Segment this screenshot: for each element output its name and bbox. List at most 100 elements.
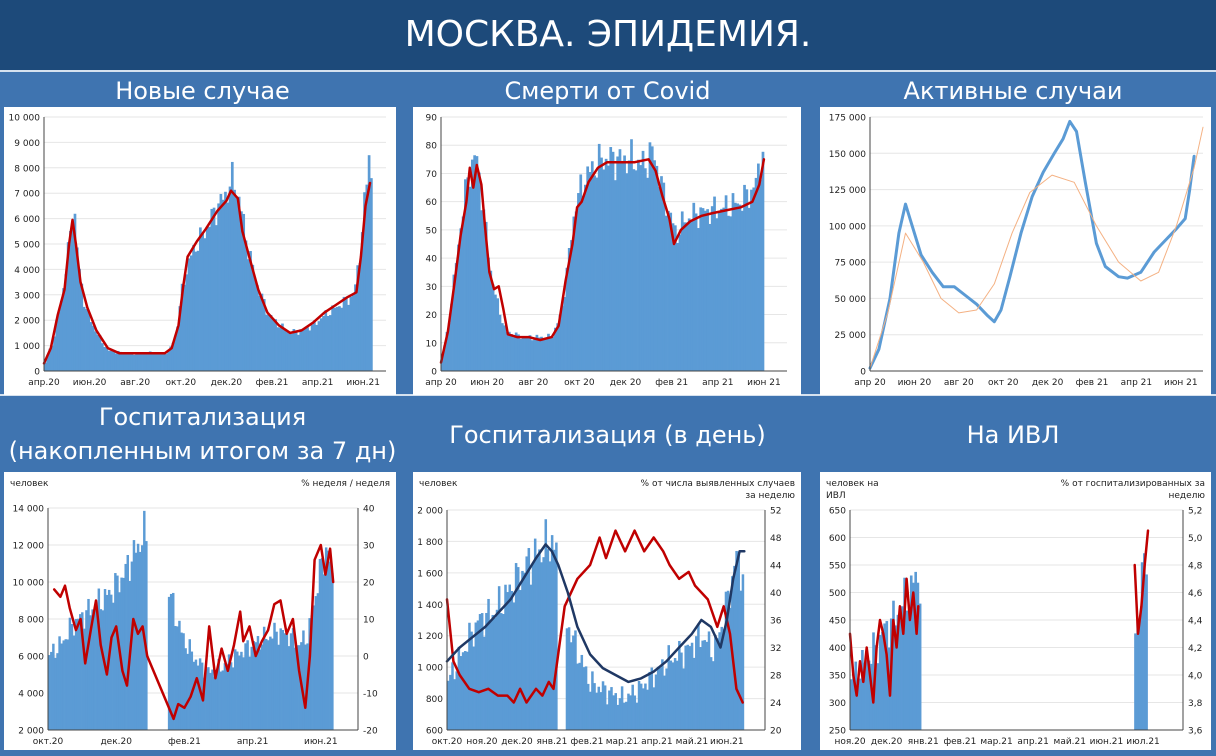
bar <box>494 294 497 371</box>
bar <box>267 314 271 371</box>
chart-ventilator: 250 300 350 400 450 500 550 600 650 3,6 3,8 4,0 4,2 4… <box>826 479 1205 747</box>
bar <box>139 353 143 371</box>
bar <box>502 614 505 730</box>
bar <box>136 543 140 730</box>
bar <box>560 305 564 371</box>
x-tick-label: фев.21 <box>943 737 976 747</box>
bar <box>546 549 550 730</box>
bar <box>669 660 673 730</box>
bar <box>514 332 518 371</box>
y-tick-label: 175 000 <box>829 114 866 124</box>
bar <box>304 644 307 730</box>
bar <box>244 643 247 730</box>
bar <box>451 662 454 730</box>
bar <box>914 571 917 730</box>
bar <box>461 216 465 371</box>
bar <box>597 143 601 371</box>
bar <box>637 159 640 371</box>
bar <box>271 638 274 730</box>
bar <box>365 184 369 371</box>
bar <box>869 663 873 730</box>
chart-panel-hospitalization-daily: 600 800 1 000 1 200 1 400 1 600 1 800 2 000 20 24… <box>413 472 801 750</box>
bar <box>625 701 628 730</box>
bar <box>475 156 479 371</box>
bar <box>542 557 545 730</box>
bar <box>480 613 484 730</box>
bar <box>277 644 280 730</box>
bar <box>62 288 65 371</box>
y-axis-label: человек на <box>826 479 879 489</box>
bar <box>632 169 636 371</box>
x-tick-label: окт 20 <box>988 378 1019 388</box>
bar <box>105 594 109 730</box>
bar <box>285 331 289 371</box>
bar <box>276 327 280 371</box>
bar <box>703 210 707 371</box>
bar <box>306 327 309 371</box>
y2-tick-label: 30 <box>363 542 375 552</box>
chart-hospitalization-7d: 2 000 4 000 6 000 8 000 10 000 12 000 14 000 -2… <box>10 479 390 747</box>
bar <box>582 667 586 730</box>
bar <box>55 319 59 371</box>
chart-panel-active-cases: 0 25 000 50 000 75 000 100 000 125 000 150 000… <box>820 107 1211 395</box>
bar <box>169 593 173 730</box>
chart-panel-ventilator: 250 300 350 400 450 500 550 600 650 3,6 3,8 4,0 4,2 4… <box>820 472 1211 750</box>
bar <box>717 212 721 371</box>
bar <box>852 674 855 730</box>
bar <box>176 626 179 730</box>
x-tick-label: янв.21 <box>908 737 939 747</box>
bar <box>498 314 502 371</box>
y-tick-label: 12 000 <box>13 542 45 552</box>
bar <box>112 602 115 730</box>
bar <box>126 353 129 371</box>
bar <box>93 610 96 730</box>
bar <box>595 177 599 371</box>
bar <box>340 307 344 371</box>
bar <box>293 647 297 730</box>
bar <box>167 596 171 730</box>
bar <box>497 586 501 730</box>
series-line <box>869 126 1204 369</box>
y-tick-label: 100 000 <box>829 222 866 232</box>
bar <box>584 666 588 730</box>
bar <box>553 549 556 730</box>
bar <box>625 173 629 371</box>
bar <box>697 228 700 371</box>
bar <box>151 353 154 371</box>
bar <box>250 646 253 730</box>
y-tick-label: 5 000 <box>14 241 40 251</box>
bar <box>506 592 509 730</box>
bar <box>303 328 307 371</box>
bar <box>659 667 662 730</box>
bar <box>620 160 624 371</box>
bar <box>91 609 94 730</box>
bar <box>491 614 495 730</box>
bar <box>743 184 746 371</box>
bar <box>219 194 223 371</box>
bar <box>703 640 707 730</box>
bar <box>728 607 732 730</box>
bar <box>567 248 571 371</box>
bar <box>611 151 615 371</box>
bar <box>449 674 452 730</box>
bar <box>708 223 712 371</box>
bar <box>148 351 152 371</box>
bar <box>50 345 54 371</box>
bar <box>252 641 256 730</box>
chart-panel-new-cases: 0 1 000 2 000 3 000 4 000 5 000 6 000 7 000 8 00… <box>4 107 396 395</box>
y-tick-label: 90 <box>426 114 438 124</box>
bar <box>554 327 557 371</box>
bar <box>176 326 179 371</box>
bar <box>81 612 84 730</box>
bar <box>903 577 906 730</box>
bar <box>146 353 150 371</box>
bar <box>291 628 295 730</box>
y-tick-label: 25 000 <box>835 331 867 341</box>
bar <box>44 362 47 371</box>
bar <box>242 213 246 371</box>
bar <box>572 635 575 730</box>
bar <box>565 628 569 730</box>
bar <box>710 206 714 371</box>
bar <box>60 643 63 730</box>
bar <box>684 645 687 730</box>
